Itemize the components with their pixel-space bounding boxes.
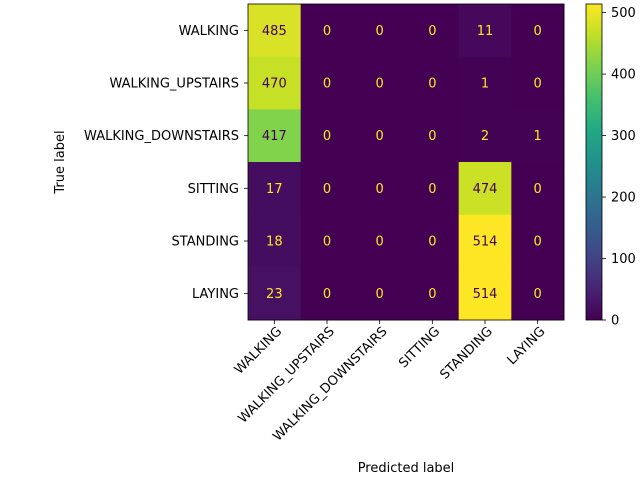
cell-value-label: 485: [262, 24, 287, 39]
heatmap-cell: [248, 109, 302, 163]
y-axis-ticks: WALKING WALKING_UPSTAIRS WALKING_DOWNSTAIR…: [84, 24, 248, 302]
cell-value-label: 417: [262, 129, 287, 144]
heatmap-cell: [406, 162, 460, 216]
heatmap-cell: [353, 214, 407, 268]
x-axis-ticks: WALKINGWALKING_UPSTAIRSWALKING_DOWNSTAIR…: [232, 320, 549, 444]
heatmap-cell: [406, 267, 460, 321]
heatmap-cell: [511, 267, 565, 321]
cell-value-label: 0: [323, 235, 331, 250]
cell-value-label: 0: [323, 182, 331, 197]
cell-value-label: 0: [428, 129, 436, 144]
heatmap-cell: [511, 4, 565, 58]
cell-value-label: 17: [266, 182, 283, 197]
cell-value-label: 0: [428, 182, 436, 197]
heatmap-cell: [248, 267, 302, 321]
heatmap-cell: [511, 109, 565, 163]
heatmap-cell: [353, 162, 407, 216]
heatmap-cell: [248, 214, 302, 268]
x-axis-label: Predicted label: [358, 461, 455, 476]
heatmap-cell: [511, 162, 565, 216]
cell-value-label: 474: [473, 182, 498, 197]
x-tick-label: LAYING: [505, 324, 549, 368]
heatmap-cell: [406, 4, 460, 58]
colorbar-tick-label: 400: [611, 68, 636, 83]
cell-value-label: 0: [376, 182, 384, 197]
colorbar-tick-label: 500: [611, 6, 636, 21]
heatmap-cell: [458, 162, 512, 216]
cell-value-label: 514: [473, 287, 498, 302]
cell-value-labels: 485 0 0 0 11 0 470 0 0 0 1 0 417 0 0 0 2 1 17 0 0 0 474 0 18 0 0 0 5…: [262, 24, 542, 302]
cell-value-label: 0: [376, 235, 384, 250]
heatmap-cell: [300, 214, 354, 268]
cell-value-label: 0: [428, 77, 436, 92]
cell-value-label: 0: [323, 77, 331, 92]
heatmap-cell: [300, 56, 354, 110]
heatmap-cell: [406, 109, 460, 163]
heatmap-cell: [300, 162, 354, 216]
x-tick-label: WALKING: [232, 324, 285, 377]
plot-frame: [247, 3, 565, 321]
cell-value-label: 0: [534, 235, 542, 250]
y-axis-label: True label: [53, 130, 68, 194]
cell-value-label: 0: [323, 129, 331, 144]
heatmap-cell: [353, 4, 407, 58]
cell-value-label: 0: [376, 24, 384, 39]
cell-value-label: 1: [534, 129, 542, 144]
colorbar-ticks: 0 100 200 300 400 500: [602, 6, 636, 329]
heatmap-cell: [248, 56, 302, 110]
colorbar: [585, 3, 603, 321]
heatmap-cell: [248, 4, 302, 58]
cell-value-label: 0: [376, 77, 384, 92]
cell-value-label: 470: [262, 77, 287, 92]
heatmap-cell: [300, 267, 354, 321]
cell-value-label: 0: [323, 24, 331, 39]
heatmap-cell: [300, 109, 354, 163]
heatmap-cell: [406, 214, 460, 268]
heatmap-cell: [300, 4, 354, 58]
cell-value-label: 18: [266, 235, 283, 250]
cell-value-label: 0: [428, 235, 436, 250]
heatmap-cell: [353, 56, 407, 110]
y-tick-label: WALKING_DOWNSTAIRS: [84, 129, 239, 144]
colorbar-tick-label: 300: [611, 129, 636, 144]
heatmap-cell: [353, 109, 407, 163]
y-tick-label: STANDING: [172, 235, 239, 250]
x-tick-label: STANDING: [438, 324, 496, 382]
x-tick-label: WALKING_UPSTAIRS: [236, 324, 338, 426]
heatmap-cell: [458, 109, 512, 163]
cell-value-label: 0: [534, 287, 542, 302]
y-tick-label: WALKING_UPSTAIRS: [110, 77, 240, 92]
y-tick-label: LAYING: [192, 287, 239, 302]
heatmap-cell: [248, 162, 302, 216]
heatmap-cells: [248, 4, 565, 321]
cell-value-label: 0: [534, 182, 542, 197]
x-tick-label: SITTING: [396, 324, 443, 371]
colorbar-tick-label: 200: [611, 191, 636, 206]
heatmap-cell: [458, 267, 512, 321]
heatmap-cell: [511, 214, 565, 268]
colorbar-tick-label: 100: [611, 252, 636, 267]
cell-value-label: 0: [534, 77, 542, 92]
cell-value-label: 11: [477, 24, 494, 39]
cell-value-label: 2: [481, 129, 489, 144]
cell-value-label: 0: [376, 129, 384, 144]
cell-value-label: 23: [266, 287, 283, 302]
y-tick-label: SITTING: [188, 182, 239, 197]
cell-value-label: 0: [323, 287, 331, 302]
cell-value-label: 0: [534, 24, 542, 39]
cell-value-label: 0: [428, 24, 436, 39]
cell-value-label: 0: [376, 287, 384, 302]
cell-value-label: 0: [428, 287, 436, 302]
cell-value-label: 514: [473, 235, 498, 250]
heatmap-cell: [458, 214, 512, 268]
colorbar-tick-label: 0: [611, 314, 619, 329]
heatmap-cell: [458, 4, 512, 58]
y-tick-label: WALKING: [179, 24, 239, 39]
heatmap-cell: [353, 267, 407, 321]
heatmap-cell: [511, 56, 565, 110]
cell-value-label: 1: [481, 77, 489, 92]
heatmap-cell: [406, 56, 460, 110]
heatmap-cell: [458, 56, 512, 110]
